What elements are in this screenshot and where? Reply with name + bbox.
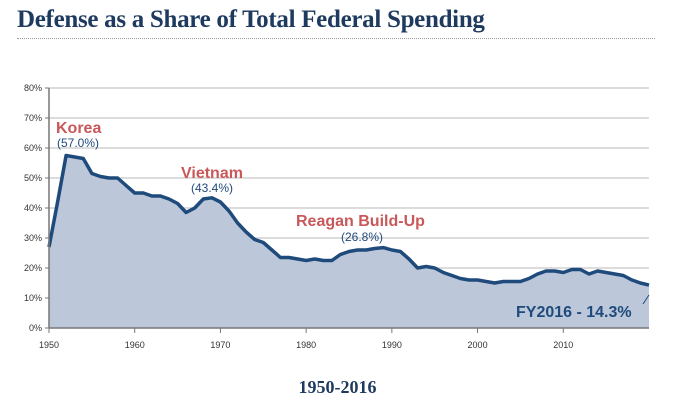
x-tick-label: 1970 [210,340,230,350]
axes [45,87,649,333]
series-line [47,153,650,287]
x-tick-label: 1950 [39,340,59,350]
y-tick-labels: 0% 10% 20% 30% 40% 50% 60% 70% 80% [24,83,42,333]
y-tick-label: 50% [24,173,42,183]
y-tick-label: 20% [24,263,42,273]
annotation-vietnam-value: (43.4%) [191,181,233,195]
y-tick-label: 0% [29,323,42,333]
x-tick-labels: 1950 1960 1970 1980 1990 2000 2010 [39,340,573,350]
x-tick-label: 1990 [382,340,402,350]
y-tick-label: 70% [24,113,42,123]
annotation-reagan-value: (26.8%) [341,230,383,244]
y-tick-label: 10% [24,293,42,303]
annotation-fy2016: FY2016 - 14.3% [516,304,632,321]
annotation-vietnam: Vietnam [181,165,243,182]
annotation-korea-value: (57.0%) [57,136,99,150]
x-tick-label: 1980 [296,340,316,350]
x-tick-label: 1960 [125,340,145,350]
annotation-reagan: Reagan Build-Up [296,213,425,230]
annotation-korea: Korea [56,120,101,137]
annotation-fy2016-pointer [642,294,650,305]
y-tick-label: 30% [24,233,42,243]
y-tick-label: 60% [24,143,42,153]
area-fill [49,155,649,328]
y-tick-label: 80% [24,83,42,93]
chart-subtitle: 1950-2016 [298,377,377,397]
x-tick-label: 2010 [553,340,573,350]
chart-title: Defense as a Share of Total Federal Spen… [17,6,485,33]
x-tick-label: 2000 [468,340,488,350]
y-tick-label: 40% [24,203,42,213]
title-divider [17,38,655,39]
